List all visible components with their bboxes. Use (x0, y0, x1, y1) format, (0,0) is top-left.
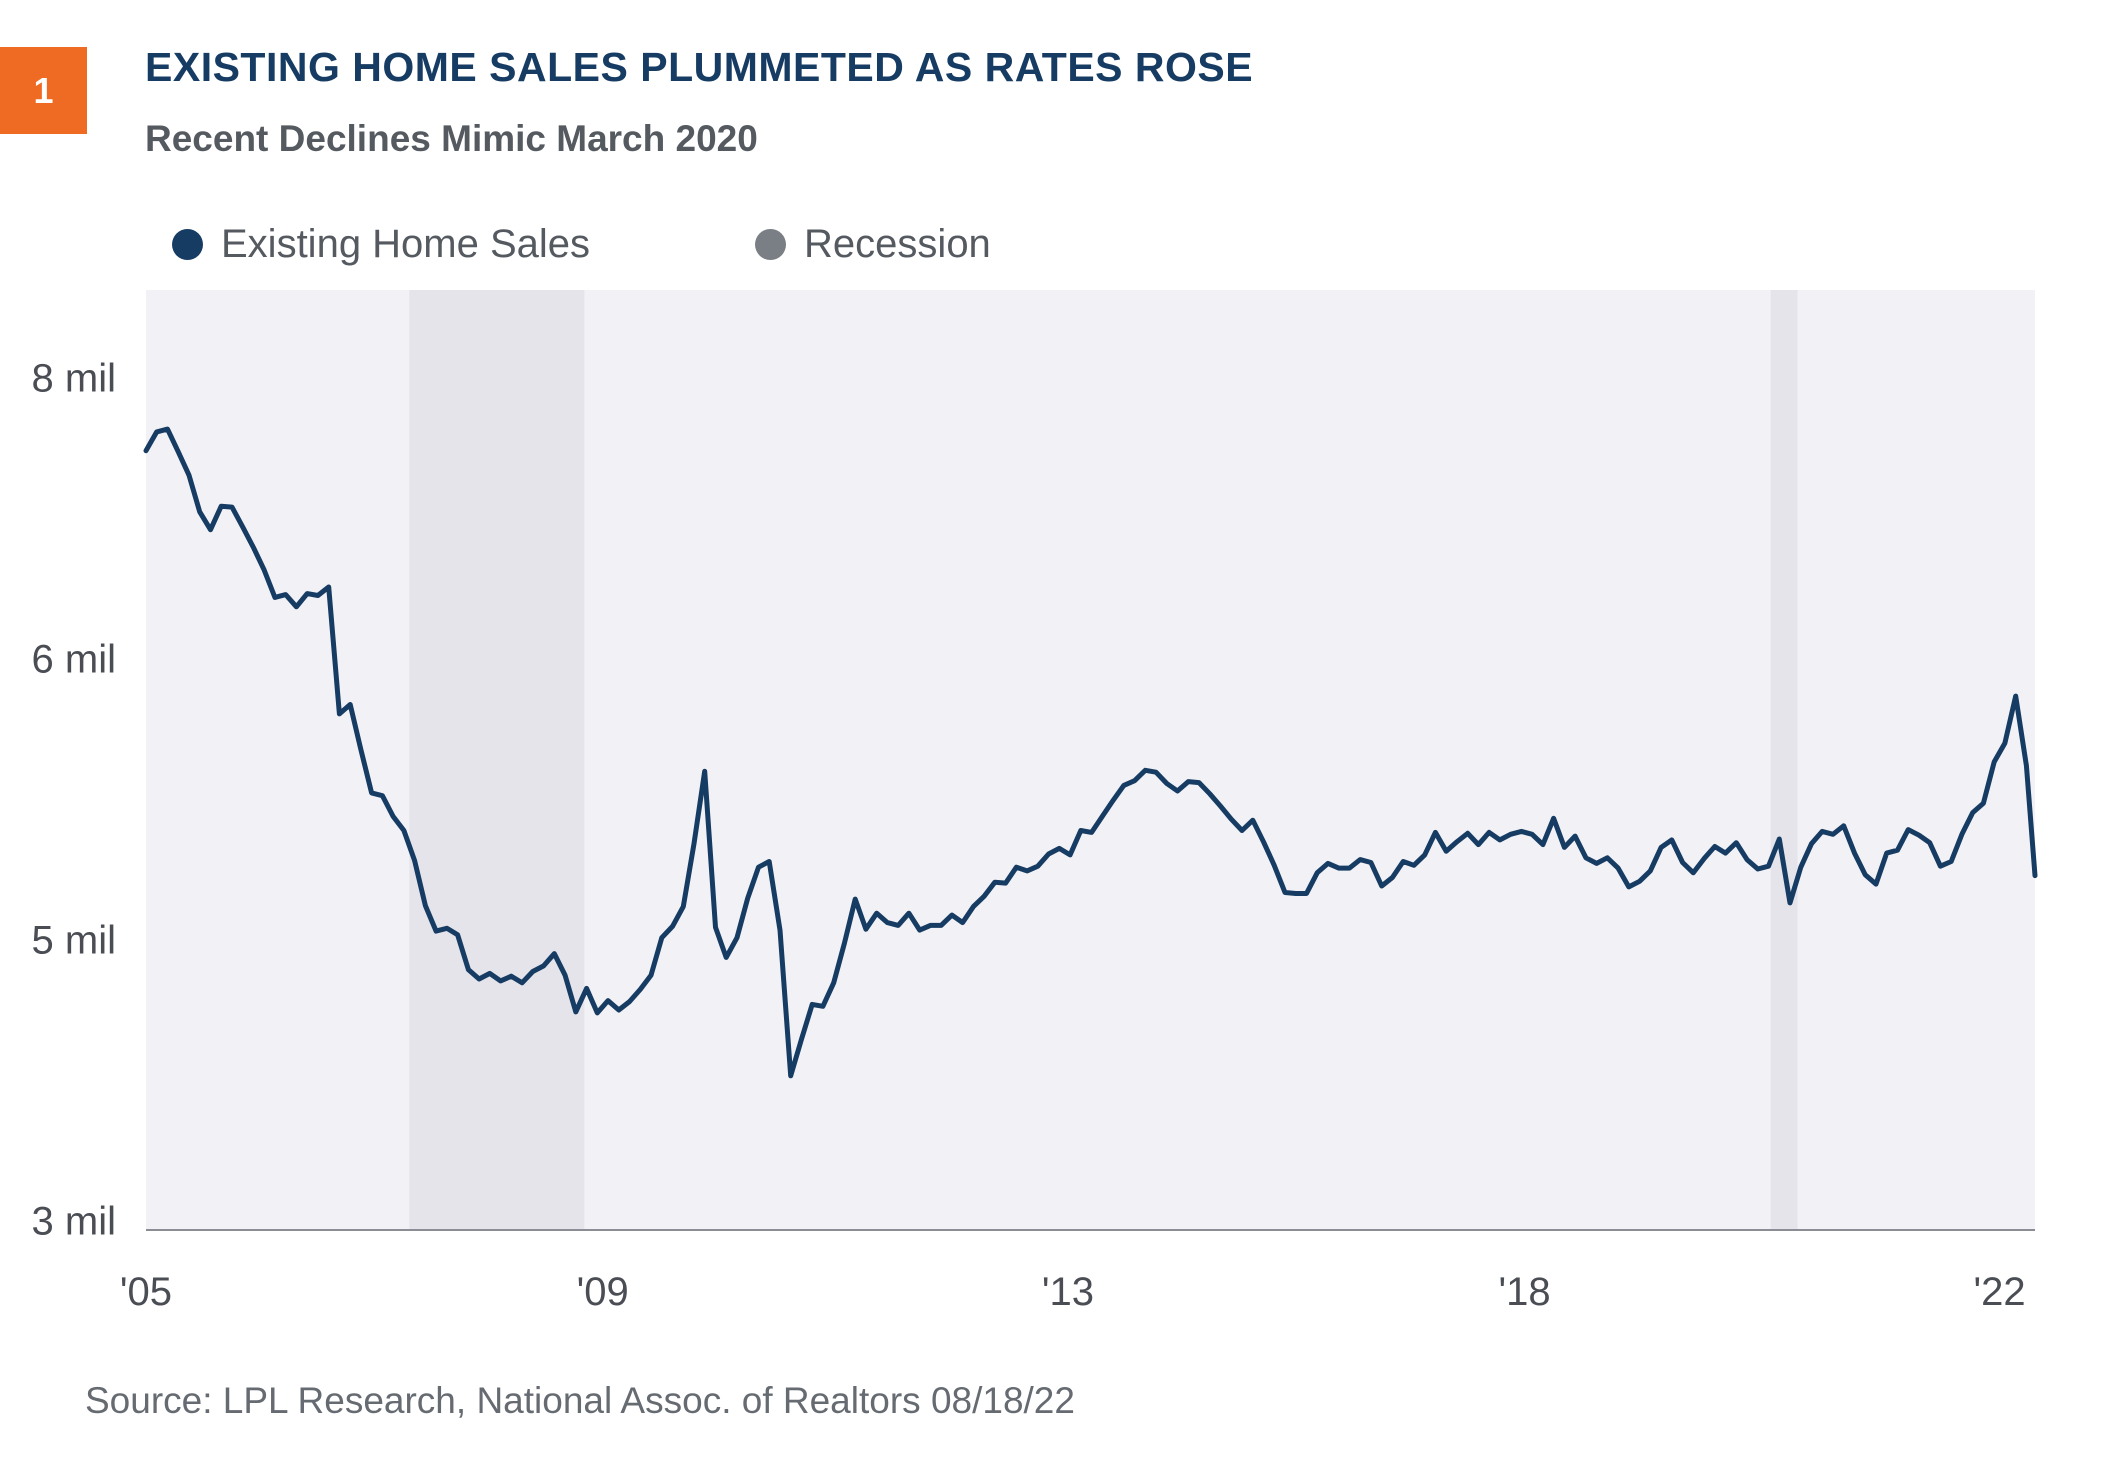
figure-number: 1 (33, 69, 54, 111)
x-tick-label: '18 (1499, 1270, 1551, 1314)
recession-band (1770, 290, 1798, 1230)
source-note: Source: LPL Research, National Assoc. of… (85, 1380, 1075, 1421)
y-tick-label: 6 mil (32, 638, 116, 682)
recession-band (409, 290, 585, 1230)
x-tick-label: '13 (1042, 1270, 1094, 1314)
y-tick-label: 3 mil (32, 1200, 116, 1244)
series-line-existing-home-sales (143, 426, 2038, 1079)
x-tick-label: '09 (577, 1270, 629, 1314)
legend: Existing Home Sales Recession (172, 220, 1156, 268)
chart-title: EXISTING HOME SALES PLUMMETED AS RATES R… (145, 44, 1254, 90)
legend-dot-icon (755, 228, 787, 260)
x-tick-label: '05 (120, 1270, 172, 1314)
legend-label: Existing Home Sales (221, 221, 591, 266)
y-tick-label: 8 mil (32, 357, 116, 401)
legend-dot-icon (172, 228, 203, 260)
legend-item-existing-home-sales: Existing Home Sales (172, 222, 590, 267)
chart-subtitle: Recent Declines Mimic March 2020 (145, 118, 758, 159)
y-tick-label: 5 mil (32, 919, 116, 963)
figure-number-badge: 1 (0, 47, 87, 134)
legend-label: Recession (804, 221, 991, 266)
legend-item-recession: Recession (755, 222, 991, 267)
x-tick-label: '22 (1973, 1270, 2025, 1314)
